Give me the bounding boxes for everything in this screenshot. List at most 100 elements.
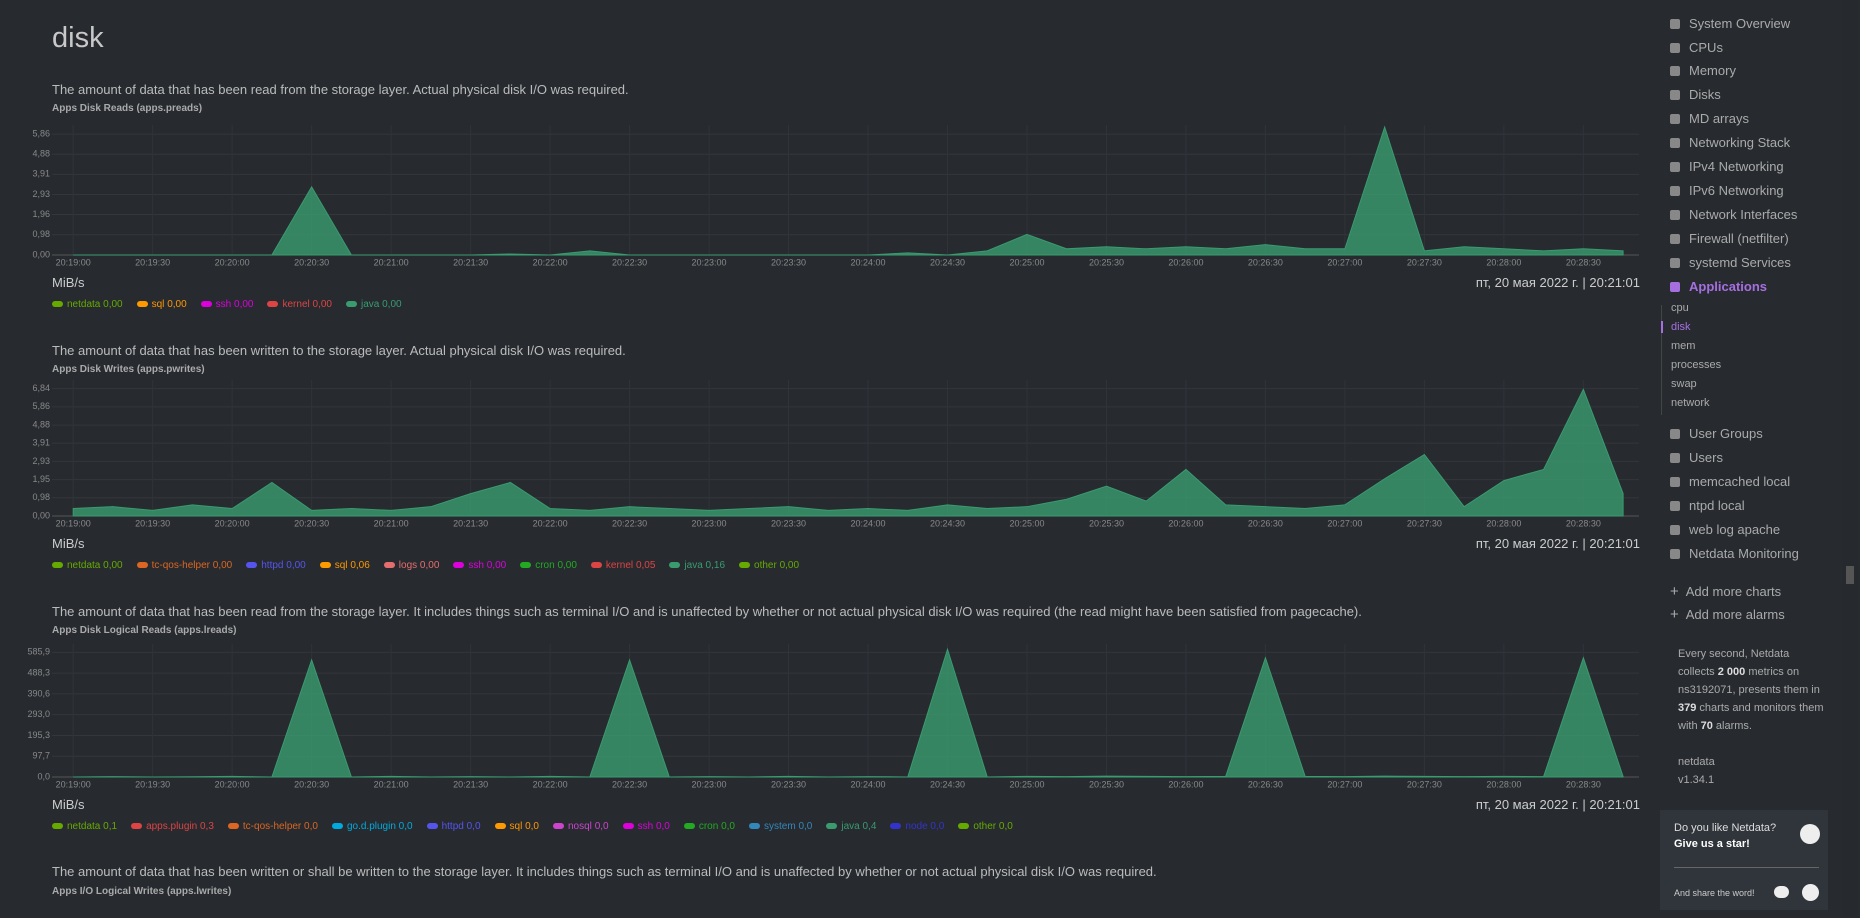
legend-item[interactable]: nosql 0,0: [553, 821, 609, 832]
legend-name: go.d.plugin: [346, 821, 396, 832]
info-part: 2 000: [1717, 666, 1746, 678]
chart-plot: 0,0 97,7 195,3 293,0 390,6 488,3 585,9 20:19:00…: [27, 644, 1639, 789]
timestamp: пт, 20 мая 2022 г. | 20:21:01: [1475, 797, 1640, 812]
star-cta[interactable]: Give us a star!: [1674, 838, 1750, 850]
nav-subitem[interactable]: processes: [1671, 359, 1722, 371]
chart-title: Apps Disk Reads (apps.preads): [52, 103, 203, 114]
nav-label: IPv6 Networking: [1689, 183, 1784, 198]
nav-item[interactable]: IPv4 Networking: [1670, 159, 1784, 174]
nav-item[interactable]: Networking Stack: [1670, 135, 1790, 150]
legend-item[interactable]: tc-qos-helper 0,0: [227, 821, 318, 832]
legend-name: kernel: [282, 299, 310, 310]
legend-item[interactable]: sql 0,00: [136, 299, 187, 310]
legend-item[interactable]: cron 0,0: [683, 821, 735, 832]
legend-name: java: [684, 560, 703, 571]
nav-subitem[interactable]: network: [1671, 397, 1710, 409]
y-tick-label: 293,0: [27, 709, 50, 719]
nav-item[interactable]: web log apache: [1670, 522, 1780, 537]
legend-item[interactable]: ssh 0,00: [453, 560, 506, 571]
legend-item[interactable]: httpd 0,00: [246, 560, 306, 571]
legend-swatch: [383, 562, 395, 569]
nav-item[interactable]: User Groups: [1670, 426, 1763, 441]
nav-item[interactable]: IPv6 Networking: [1670, 183, 1784, 198]
legend-name: netdata: [67, 821, 101, 832]
nav-icon: [1670, 210, 1680, 220]
legend-item[interactable]: netdata 0,1: [52, 821, 117, 832]
legend-item[interactable]: netdata 0,00: [52, 299, 123, 310]
facebook-icon[interactable]: [1802, 884, 1819, 901]
legend-name: httpd: [261, 560, 284, 571]
x-tick-label: 20:25:00: [1009, 518, 1044, 528]
nav-item[interactable]: Memory: [1670, 63, 1736, 78]
x-tick-label: 20:27:00: [1327, 518, 1362, 528]
x-tick-label: 20:23:30: [771, 779, 806, 789]
chart-description: The amount of data that has been read fr…: [52, 82, 629, 97]
x-tick-label: 20:25:00: [1009, 257, 1044, 267]
legend-item[interactable]: node 0,0: [890, 821, 944, 832]
x-tick-label: 20:20:30: [294, 779, 329, 789]
legend-item[interactable]: other 0,00: [739, 560, 799, 571]
y-tick-label: 2,93: [32, 189, 50, 199]
legend-item[interactable]: tc-qos-helper 0,00: [136, 560, 232, 571]
legend-swatch: [739, 562, 751, 569]
nav-item[interactable]: Netdata Monitoring: [1670, 546, 1799, 561]
nav-subitem[interactable]: cpu: [1671, 302, 1689, 314]
legend-item[interactable]: kernel 0,05: [590, 560, 655, 571]
scrollbar[interactable]: [1843, 0, 1857, 918]
legend-item[interactable]: cron 0,00: [520, 560, 577, 571]
scroll-thumb[interactable]: [1846, 566, 1854, 584]
legend-item[interactable]: other 0,0: [958, 821, 1013, 832]
legend-item[interactable]: ssh 0,0: [622, 821, 670, 832]
nav-icon: [1670, 66, 1680, 76]
add-action[interactable]: + Add more alarms: [1670, 606, 1785, 623]
y-tick-label: 5,86: [32, 128, 50, 138]
legend-item[interactable]: apps.plugin 0,3: [131, 821, 214, 832]
legend-item[interactable]: ssh 0,00: [200, 299, 253, 310]
legend-item[interactable]: java 0,16: [669, 560, 725, 571]
legend-item[interactable]: kernel 0,00: [267, 299, 332, 310]
legend-item[interactable]: sql 0,06: [319, 560, 370, 571]
nav-subitem[interactable]: disk: [1661, 321, 1691, 333]
legend-item[interactable]: netdata 0,00: [52, 560, 123, 571]
nav-item[interactable]: Network Interfaces: [1670, 207, 1797, 222]
nav-item[interactable]: Applications: [1670, 279, 1767, 294]
chart-title: Apps Disk Writes (apps.pwrites): [52, 364, 205, 375]
legend-swatch: [553, 823, 564, 830]
github-icon[interactable]: [1800, 824, 1820, 844]
legend-swatch: [683, 823, 695, 830]
nav-item[interactable]: ntpd local: [1670, 498, 1745, 513]
nav-label: Netdata Monitoring: [1689, 546, 1799, 561]
add-action[interactable]: + Add more charts: [1670, 583, 1781, 600]
nav-item[interactable]: Firewall (netfilter): [1670, 231, 1789, 246]
nav-subitem[interactable]: mem: [1671, 340, 1696, 352]
legend-item[interactable]: java 0,4: [826, 821, 876, 832]
nav-subitem[interactable]: swap: [1671, 378, 1697, 390]
x-tick-label: 20:26:00: [1168, 518, 1203, 528]
legend-value: 0,0: [721, 821, 735, 832]
legend-name: cron: [698, 821, 719, 832]
x-tick-label: 20:23:00: [692, 257, 727, 267]
legend-item[interactable]: httpd 0,0: [426, 821, 481, 832]
nav-item[interactable]: Users: [1670, 450, 1723, 465]
nav-item[interactable]: memcached local: [1670, 474, 1790, 489]
nav-label: Firewall (netfilter): [1689, 231, 1789, 246]
legend-item[interactable]: sql 0,0: [494, 821, 539, 832]
legend-item[interactable]: java 0,00: [345, 299, 402, 310]
chart-plot: 0,00 0,98 1,96 2,93 3,91 4,88 5,86 20:19:00 20:1…: [32, 125, 1639, 267]
x-tick-label: 20:22:30: [612, 518, 647, 528]
x-tick-label: 20:28:00: [1486, 518, 1521, 528]
legend-item[interactable]: go.d.plugin 0,0: [331, 821, 413, 832]
legend-item[interactable]: system 0,0: [748, 821, 812, 832]
legend-name: node: [905, 821, 928, 832]
nav-item[interactable]: Disks: [1670, 87, 1721, 102]
nav-item[interactable]: System Overview: [1670, 16, 1790, 31]
twitter-icon[interactable]: [1774, 886, 1789, 898]
nav-icon: [1670, 138, 1680, 148]
nav-item[interactable]: MD arrays: [1670, 111, 1749, 126]
legend-name: sql: [151, 299, 165, 310]
x-tick-label: 20:24:00: [850, 779, 885, 789]
nav-item[interactable]: systemd Services: [1670, 255, 1791, 270]
legend-value: 0,00: [779, 560, 800, 571]
nav-item[interactable]: CPUs: [1670, 40, 1723, 55]
legend-item[interactable]: logs 0,00: [383, 560, 439, 571]
